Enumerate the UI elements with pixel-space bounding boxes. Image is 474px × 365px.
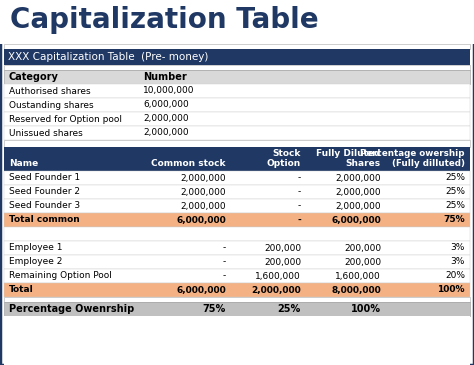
Text: Percentage Owenrship: Percentage Owenrship	[9, 304, 134, 314]
Text: Employee 2: Employee 2	[9, 257, 63, 266]
Bar	[4, 302, 470, 316]
Text: -: -	[298, 188, 301, 196]
Text: Category: Category	[9, 72, 59, 82]
Text: 2,000,000: 2,000,000	[336, 173, 381, 182]
Bar	[4, 199, 470, 213]
Text: 2,000,000: 2,000,000	[251, 285, 301, 295]
Text: XXX Capitalization Table  (Pre- money): XXX Capitalization Table (Pre- money)	[8, 52, 209, 62]
Text: Reserved for Option pool: Reserved for Option pool	[9, 115, 122, 123]
Text: 8,000,000: 8,000,000	[331, 285, 381, 295]
Text: -: -	[223, 243, 226, 253]
Bar	[4, 185, 470, 199]
Text: 2,000,000: 2,000,000	[181, 173, 226, 182]
Bar	[4, 283, 470, 297]
Bar	[4, 227, 470, 241]
Text: Seed Founder 2: Seed Founder 2	[9, 188, 80, 196]
Bar	[4, 241, 470, 255]
Bar	[4, 297, 470, 302]
Text: 20%: 20%	[445, 272, 465, 280]
Text: 10,000,000: 10,000,000	[143, 87, 194, 96]
Text: Total common: Total common	[9, 215, 80, 224]
Text: Name: Name	[9, 159, 38, 168]
Bar	[4, 49, 470, 65]
Text: 6,000,000: 6,000,000	[331, 215, 381, 224]
Text: Option: Option	[267, 159, 301, 168]
Bar	[4, 112, 470, 126]
Text: 2,000,000: 2,000,000	[336, 188, 381, 196]
Text: Total: Total	[9, 285, 34, 295]
Text: 200,000: 200,000	[344, 243, 381, 253]
Bar	[4, 171, 470, 185]
Bar	[4, 84, 470, 98]
Bar	[4, 255, 470, 269]
Bar	[4, 213, 470, 227]
Text: Stock: Stock	[273, 149, 301, 158]
Text: 25%: 25%	[278, 304, 301, 314]
Text: 25%: 25%	[445, 188, 465, 196]
Text: Shares: Shares	[346, 159, 381, 168]
Text: Common stock: Common stock	[152, 159, 226, 168]
Text: 1,600,000: 1,600,000	[255, 272, 301, 280]
Bar	[4, 44, 470, 49]
Text: Number: Number	[143, 72, 187, 82]
Text: 1,600,000: 1,600,000	[335, 272, 381, 280]
Text: Employee 1: Employee 1	[9, 243, 63, 253]
Text: 6,000,000: 6,000,000	[176, 285, 226, 295]
Text: 200,000: 200,000	[264, 243, 301, 253]
Text: Oustanding shares: Oustanding shares	[9, 100, 94, 110]
Bar	[4, 316, 470, 365]
Bar	[4, 98, 470, 112]
Text: 100%: 100%	[438, 285, 465, 295]
Text: -: -	[223, 257, 226, 266]
Text: -: -	[223, 272, 226, 280]
Text: 75%: 75%	[203, 304, 226, 314]
Text: 2,000,000: 2,000,000	[336, 201, 381, 211]
Text: 75%: 75%	[443, 215, 465, 224]
Text: 3%: 3%	[451, 243, 465, 253]
Text: Fully Diluted: Fully Diluted	[317, 149, 381, 158]
Text: 25%: 25%	[445, 173, 465, 182]
Text: 25%: 25%	[445, 201, 465, 211]
Text: Unissued shares: Unissued shares	[9, 128, 83, 138]
Bar	[4, 147, 470, 171]
Bar	[0, 0, 474, 44]
Bar	[4, 126, 470, 140]
Text: 200,000: 200,000	[344, 257, 381, 266]
Text: 2,000,000: 2,000,000	[143, 115, 189, 123]
Text: 3%: 3%	[451, 257, 465, 266]
Text: 6,000,000: 6,000,000	[143, 100, 189, 110]
Text: 200,000: 200,000	[264, 257, 301, 266]
Text: Remaining Option Pool: Remaining Option Pool	[9, 272, 112, 280]
Text: -: -	[297, 215, 301, 224]
Bar	[4, 65, 470, 70]
Text: 2,000,000: 2,000,000	[181, 201, 226, 211]
Text: Seed Founder 1: Seed Founder 1	[9, 173, 80, 182]
Text: Seed Founder 3: Seed Founder 3	[9, 201, 80, 211]
Text: Authorised shares: Authorised shares	[9, 87, 91, 96]
Text: Capitalization Table: Capitalization Table	[10, 6, 319, 34]
Bar	[4, 269, 470, 283]
Text: Percentage owership: Percentage owership	[361, 149, 465, 158]
Text: (Fully dilluted): (Fully dilluted)	[392, 159, 465, 168]
Text: -: -	[298, 173, 301, 182]
Text: 2,000,000: 2,000,000	[181, 188, 226, 196]
Text: -: -	[298, 201, 301, 211]
Text: 100%: 100%	[351, 304, 381, 314]
Text: 6,000,000: 6,000,000	[176, 215, 226, 224]
Bar	[4, 140, 470, 147]
Bar	[4, 70, 470, 84]
Text: 2,000,000: 2,000,000	[143, 128, 189, 138]
